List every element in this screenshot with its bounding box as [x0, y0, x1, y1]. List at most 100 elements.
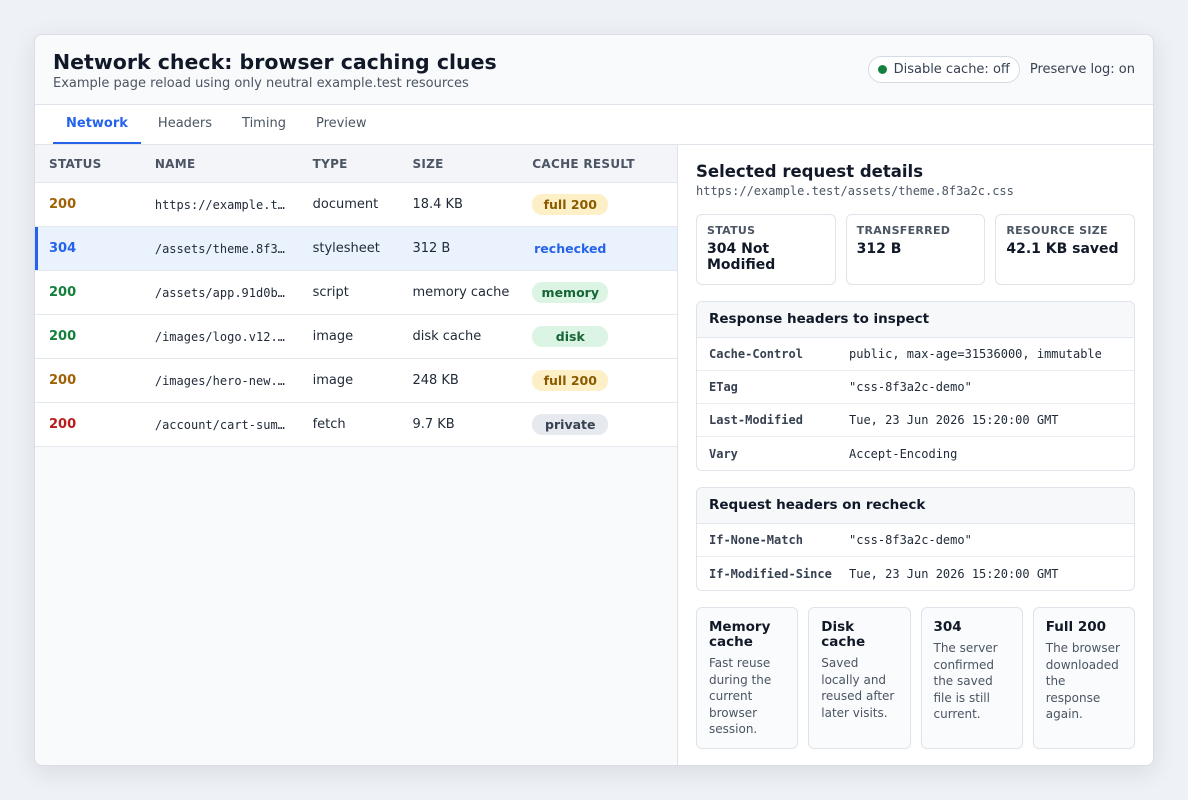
header-value: Accept-Encoding: [849, 447, 957, 461]
tab-bar: Network Headers Timing Preview: [35, 105, 1153, 145]
row-type: stylesheet: [299, 241, 399, 256]
legend-desc: The browser downloaded the response agai…: [1046, 640, 1122, 723]
row-type: script: [299, 285, 399, 300]
legend-title: 304: [934, 620, 1010, 635]
row-name: /assets/app.91d0b7.js: [141, 286, 299, 300]
row-name: /account/cart-summary: [141, 418, 299, 432]
cache-badge: memory: [532, 282, 608, 303]
details-url: https://example.test/assets/theme.8f3a2c…: [696, 184, 1135, 198]
table-row[interactable]: 200 https://example.test/ document 18.4 …: [35, 183, 677, 227]
status-dot-icon: [878, 65, 887, 74]
header-row: ETag "css-8f3a2c-demo": [697, 371, 1134, 404]
devtools-window: Network check: browser caching clues Exa…: [34, 34, 1154, 766]
row-size: 9.7 KB: [398, 417, 518, 432]
request-headers-panel: Request headers on recheck If-None-Match…: [696, 487, 1135, 591]
stat-cards: STATUS 304 Not Modified TRANSFERRED 312 …: [696, 214, 1135, 285]
panel-title: Request headers on recheck: [697, 488, 1134, 524]
preserve-log-toggle[interactable]: Preserve log: on: [1030, 62, 1135, 77]
column-status[interactable]: STATUS: [35, 157, 141, 171]
legend-card-full-200: Full 200 The browser downloaded the resp…: [1033, 607, 1135, 749]
tab-preview[interactable]: Preview: [303, 105, 380, 144]
header: Network check: browser caching clues Exa…: [35, 35, 1153, 105]
header-row: Vary Accept-Encoding: [697, 437, 1134, 470]
header-row: Cache-Control public, max-age=31536000, …: [697, 338, 1134, 371]
cache-legend: Memory cache Fast reuse during the curre…: [696, 607, 1135, 749]
header-key: If-None-Match: [697, 533, 849, 547]
legend-desc: Saved locally and reused after later vis…: [821, 655, 897, 721]
row-name: /assets/theme.8f3a2c.css: [141, 242, 299, 256]
header-value: "css-8f3a2c-demo": [849, 533, 972, 547]
table-row[interactable]: 200 /images/logo.v12.svg image disk cach…: [35, 315, 677, 359]
row-name: /images/logo.v12.svg: [141, 330, 299, 344]
stat-label: TRANSFERRED: [857, 224, 975, 237]
header-key: Cache-Control: [697, 347, 849, 361]
header-key: Last-Modified: [697, 413, 849, 427]
header-key: ETag: [697, 380, 849, 394]
row-size: 18.4 KB: [398, 197, 518, 212]
stat-value: 304 Not Modified: [707, 241, 825, 273]
cache-badge: full 200: [532, 194, 608, 215]
row-type: image: [299, 329, 399, 344]
header-value: Tue, 23 Jun 2026 15:20:00 GMT: [849, 567, 1059, 581]
row-name: https://example.test/: [141, 198, 299, 212]
table-row[interactable]: 200 /images/hero-new.webp image 248 KB f…: [35, 359, 677, 403]
header-row: If-None-Match "css-8f3a2c-demo": [697, 524, 1134, 557]
column-size[interactable]: SIZE: [398, 157, 518, 171]
panel-title: Response headers to inspect: [697, 302, 1134, 338]
tab-headers[interactable]: Headers: [145, 105, 225, 144]
table-row-selected[interactable]: 304 /assets/theme.8f3a2c.css stylesheet …: [35, 227, 677, 271]
header-row: If-Modified-Since Tue, 23 Jun 2026 15:20…: [697, 557, 1134, 590]
legend-card-memory: Memory cache Fast reuse during the curre…: [696, 607, 798, 749]
cache-badge: full 200: [532, 370, 608, 391]
disable-cache-label: Disable cache: off: [894, 62, 1010, 77]
table-row[interactable]: 200 /account/cart-summary fetch 9.7 KB p…: [35, 403, 677, 447]
row-type: document: [299, 197, 399, 212]
legend-title: Disk cache: [821, 620, 897, 650]
column-type[interactable]: TYPE: [299, 157, 399, 171]
row-status: 200: [35, 197, 141, 212]
stat-label: RESOURCE SIZE: [1006, 224, 1124, 237]
header-value: Tue, 23 Jun 2026 15:20:00 GMT: [849, 413, 1059, 427]
details-panel: Selected request details https://example…: [678, 145, 1153, 765]
cache-badge: disk: [532, 326, 608, 347]
header-key: Vary: [697, 447, 849, 461]
tab-timing[interactable]: Timing: [229, 105, 299, 144]
cache-badge: private: [532, 414, 608, 435]
row-status: 304: [35, 241, 141, 256]
row-name: /images/hero-new.webp: [141, 374, 299, 388]
row-type: fetch: [299, 417, 399, 432]
cache-badge: rechecked: [532, 238, 608, 259]
stat-card-status: STATUS 304 Not Modified: [696, 214, 836, 285]
row-size: disk cache: [398, 329, 518, 344]
header-value: public, max-age=31536000, immutable: [849, 347, 1102, 361]
column-name[interactable]: NAME: [141, 157, 299, 171]
legend-desc: The server confirmed the saved file is s…: [934, 640, 1010, 723]
response-headers-panel: Response headers to inspect Cache-Contro…: [696, 301, 1135, 471]
row-type: image: [299, 373, 399, 388]
table-header: STATUS NAME TYPE SIZE CACHE RESULT: [35, 145, 677, 183]
legend-card-disk: Disk cache Saved locally and reused afte…: [808, 607, 910, 749]
header-row: Last-Modified Tue, 23 Jun 2026 15:20:00 …: [697, 404, 1134, 437]
row-status: 200: [35, 329, 141, 344]
legend-card-304: 304 The server confirmed the saved file …: [921, 607, 1023, 749]
request-table: STATUS NAME TYPE SIZE CACHE RESULT 200 h…: [35, 145, 678, 765]
header-value: "css-8f3a2c-demo": [849, 380, 972, 394]
header-key: If-Modified-Since: [697, 567, 849, 581]
stat-value: 312 B: [857, 241, 975, 257]
header-controls: Disable cache: off Preserve log: on: [868, 56, 1135, 83]
stat-card-resource-size: RESOURCE SIZE 42.1 KB saved: [995, 214, 1135, 285]
legend-title: Memory cache: [709, 620, 785, 650]
disable-cache-toggle[interactable]: Disable cache: off: [868, 56, 1020, 83]
table-row[interactable]: 200 /assets/app.91d0b7.js script memory …: [35, 271, 677, 315]
row-status: 200: [35, 285, 141, 300]
details-title: Selected request details: [696, 162, 1135, 181]
main-body: STATUS NAME TYPE SIZE CACHE RESULT 200 h…: [35, 145, 1153, 765]
column-cache-result[interactable]: CACHE RESULT: [518, 157, 677, 171]
row-status: 200: [35, 373, 141, 388]
stat-label: STATUS: [707, 224, 825, 237]
row-size: 248 KB: [398, 373, 518, 388]
row-size: 312 B: [398, 241, 518, 256]
legend-desc: Fast reuse during the current browser se…: [709, 655, 785, 738]
stat-value: 42.1 KB saved: [1006, 241, 1124, 257]
tab-network[interactable]: Network: [53, 105, 141, 144]
